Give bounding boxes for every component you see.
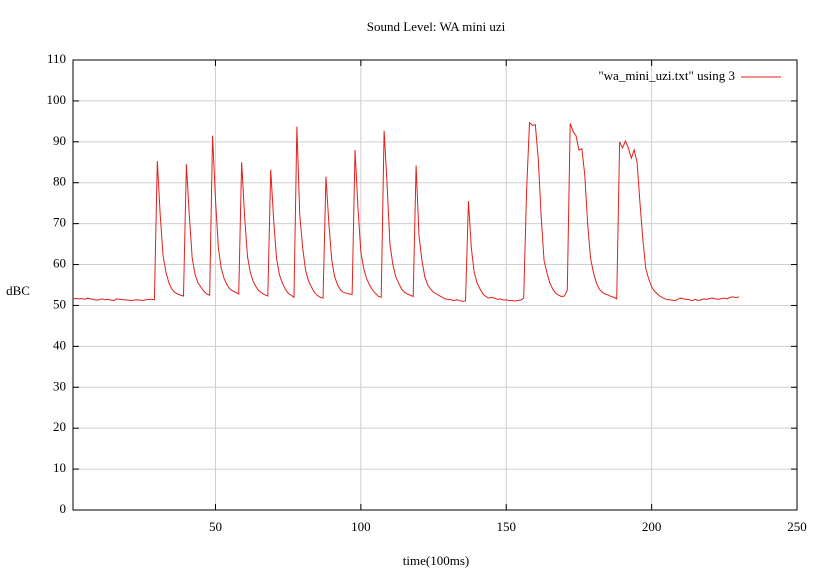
y-tick-label: 30 — [53, 378, 66, 393]
y-tick-label: 80 — [53, 174, 66, 189]
x-tick-label: 150 — [496, 519, 516, 534]
legend-label: "wa_mini_uzi.txt" using 3 — [598, 68, 735, 83]
y-tick-label: 40 — [53, 337, 66, 352]
y-tick-label: 70 — [53, 215, 66, 230]
x-tick-label: 100 — [351, 519, 371, 534]
y-tick-label: 90 — [53, 133, 66, 148]
data-line — [72, 121, 739, 302]
y-tick-label: 0 — [60, 501, 67, 516]
y-axis-label: dBC — [6, 283, 30, 298]
y-tick-label: 50 — [53, 296, 66, 311]
y-tick-label: 60 — [53, 256, 66, 271]
y-tick-label: 110 — [47, 51, 66, 66]
chart-title: Sound Level: WA mini uzi — [367, 19, 506, 34]
y-tick-label: 10 — [53, 460, 66, 475]
plot-frame — [72, 59, 798, 511]
x-tick-label: 200 — [642, 519, 662, 534]
x-tick-label: 250 — [787, 519, 807, 534]
x-tick-label: 50 — [209, 519, 222, 534]
x-axis-label: time(100ms) — [403, 553, 469, 568]
y-tick-label: 20 — [53, 419, 66, 434]
y-tick-label: 100 — [47, 92, 67, 107]
